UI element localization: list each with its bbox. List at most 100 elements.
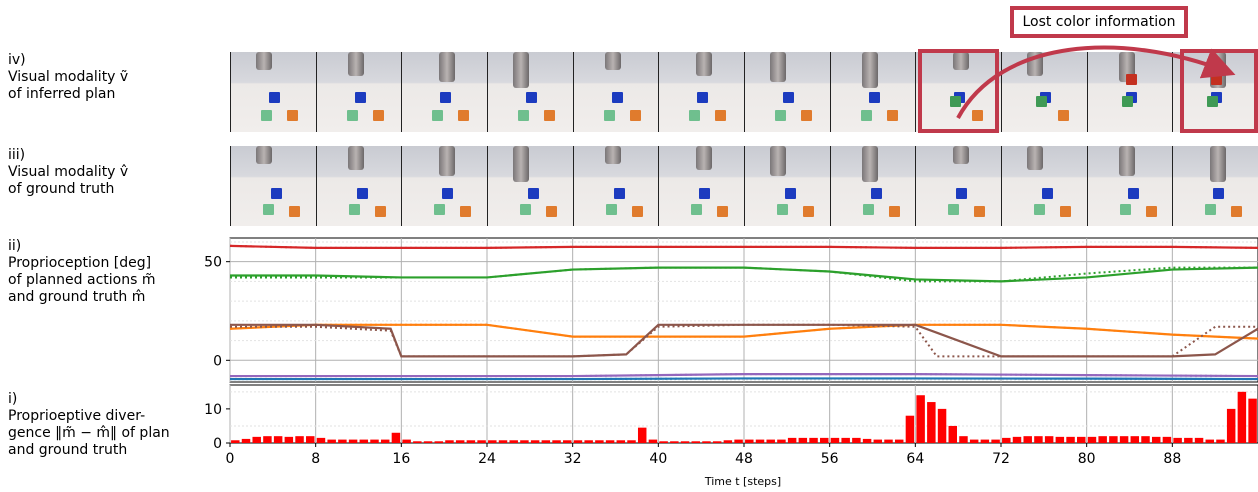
image-strip-inferred-plan xyxy=(230,52,1258,132)
camera-frame xyxy=(658,52,745,132)
divergence-bar xyxy=(306,436,315,443)
divergence-bar xyxy=(1248,398,1257,443)
divergence-bar xyxy=(927,402,936,443)
divergence-bar xyxy=(712,441,722,443)
divergence-bar xyxy=(402,439,411,443)
divergence-bar xyxy=(434,441,443,443)
series-line-red-truth xyxy=(229,244,1258,249)
x-tick-label: 56 xyxy=(821,451,839,467)
camera-frame xyxy=(572,146,659,226)
divergence-bar xyxy=(637,427,647,443)
divergence-bar xyxy=(734,439,743,443)
x-tick-label: 72 xyxy=(992,451,1010,467)
divergence-bar xyxy=(477,440,486,443)
camera-frame xyxy=(230,52,316,132)
divergence-bar xyxy=(670,441,679,443)
divergence-bar xyxy=(509,440,518,443)
row-label-visual-plan: iv) Visual modality ṽ of inferred plan xyxy=(8,52,129,102)
divergence-bar xyxy=(595,440,604,443)
camera-frame xyxy=(915,146,1002,226)
divergence-bar xyxy=(241,438,251,443)
divergence-bar xyxy=(798,437,808,443)
divergence-bar xyxy=(873,439,883,443)
divergence-bar xyxy=(1023,436,1032,443)
divergence-bar xyxy=(745,439,754,443)
divergence-bar xyxy=(359,439,369,443)
camera-frame xyxy=(315,52,402,132)
divergence-bar xyxy=(809,437,818,443)
divergence-bar xyxy=(1119,436,1129,443)
camera-frame xyxy=(1086,146,1173,226)
divergence-bar xyxy=(852,437,861,443)
camera-frame xyxy=(1172,146,1258,226)
divergence-bar xyxy=(691,441,700,443)
series-line-brown-truth xyxy=(230,323,1258,358)
divergence-bar xyxy=(423,441,433,443)
divergence-bar xyxy=(723,440,733,443)
divergence-bar xyxy=(1184,437,1193,443)
divergence-bar xyxy=(413,441,422,443)
divergence-bar xyxy=(959,436,968,443)
divergence-bar xyxy=(862,438,872,443)
series-line-blue-truth xyxy=(230,377,1258,381)
series-line-purple-truth xyxy=(230,373,1258,378)
divergence-bar xyxy=(1012,436,1022,443)
divergence-bar xyxy=(605,440,615,443)
divergence-bar xyxy=(766,439,775,443)
divergence-chart: 0 10 0 8 16 24 32 40 48 56 64 72 80 88 xyxy=(204,384,1258,467)
divergence-bar xyxy=(231,440,240,443)
divergence-bar xyxy=(627,440,636,443)
divergence-bar xyxy=(1151,436,1161,443)
divergence-bar xyxy=(1087,436,1097,443)
camera-frame xyxy=(1001,146,1087,226)
y-tick-label: 50 xyxy=(204,255,222,271)
divergence-bar xyxy=(659,441,668,443)
divergence-bar xyxy=(980,439,990,443)
image-strip-ground-truth xyxy=(230,146,1258,226)
divergence-bar xyxy=(541,440,551,443)
x-tick-label: 0 xyxy=(226,451,235,467)
divergence-bar xyxy=(1237,391,1247,443)
divergence-bar xyxy=(1173,437,1182,443)
row-label-divergence: i) Proprioeptive diver- gence ‖m̃ − m̂‖ … xyxy=(8,391,170,458)
divergence-bar xyxy=(1130,436,1140,443)
divergence-bar xyxy=(498,440,508,443)
divergence-bar xyxy=(370,439,379,443)
x-tick-label: 64 xyxy=(906,451,924,467)
divergence-bar xyxy=(1055,436,1065,443)
divergence-bar xyxy=(263,436,272,443)
camera-frame xyxy=(1086,52,1173,132)
camera-frame xyxy=(658,146,745,226)
divergence-bar xyxy=(1002,437,1011,443)
divergence-bar xyxy=(1066,436,1075,443)
divergence-bar xyxy=(905,415,915,443)
camera-frame xyxy=(401,146,488,226)
x-tick-label: 40 xyxy=(649,451,667,467)
x-tick-label: 8 xyxy=(311,451,320,467)
divergence-bar xyxy=(530,440,540,443)
divergence-bar xyxy=(252,436,261,443)
divergence-bar xyxy=(1194,437,1204,443)
divergence-bar xyxy=(991,439,1000,443)
divergence-bar xyxy=(777,439,786,443)
divergence-bar xyxy=(1216,439,1225,443)
divergence-bar xyxy=(573,440,583,443)
divergence-bar xyxy=(391,432,401,443)
divergence-bar xyxy=(755,439,765,443)
camera-frame xyxy=(487,146,573,226)
divergence-bar xyxy=(584,440,593,443)
callout-arrow xyxy=(956,45,1236,119)
series-line-green-truth xyxy=(230,266,1258,283)
y-tick-label: 0 xyxy=(213,436,222,452)
divergence-bar xyxy=(295,436,304,443)
divergence-bar xyxy=(1205,439,1214,443)
divergence-bar xyxy=(488,440,497,443)
camera-frame xyxy=(915,52,1002,132)
camera-frame xyxy=(744,146,830,226)
x-tick-label: 32 xyxy=(564,451,582,467)
divergence-bar xyxy=(841,437,850,443)
divergence-bar xyxy=(830,437,840,443)
divergence-bar xyxy=(937,408,947,443)
divergence-bar xyxy=(1098,436,1107,443)
